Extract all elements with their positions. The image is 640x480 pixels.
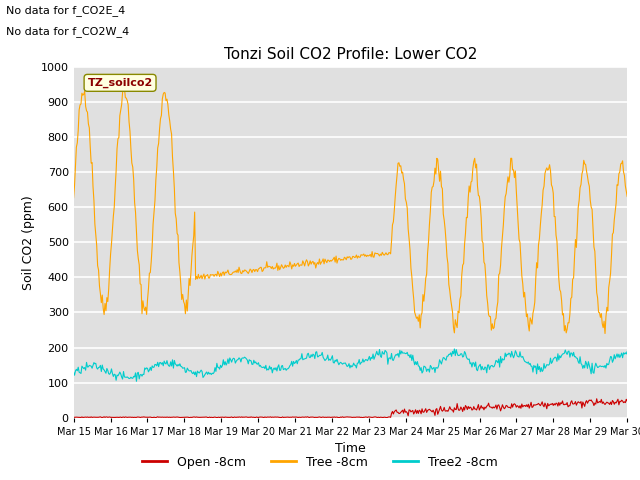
- Legend: Open -8cm, Tree -8cm, Tree2 -8cm: Open -8cm, Tree -8cm, Tree2 -8cm: [137, 451, 503, 474]
- Text: No data for f_CO2E_4: No data for f_CO2E_4: [6, 5, 125, 16]
- Y-axis label: Soil CO2 (ppm): Soil CO2 (ppm): [22, 195, 35, 290]
- Title: Tonzi Soil CO2 Profile: Lower CO2: Tonzi Soil CO2 Profile: Lower CO2: [224, 47, 477, 62]
- Text: No data for f_CO2W_4: No data for f_CO2W_4: [6, 26, 130, 37]
- Text: TZ_soilco2: TZ_soilco2: [88, 78, 153, 88]
- X-axis label: Time: Time: [335, 442, 366, 455]
